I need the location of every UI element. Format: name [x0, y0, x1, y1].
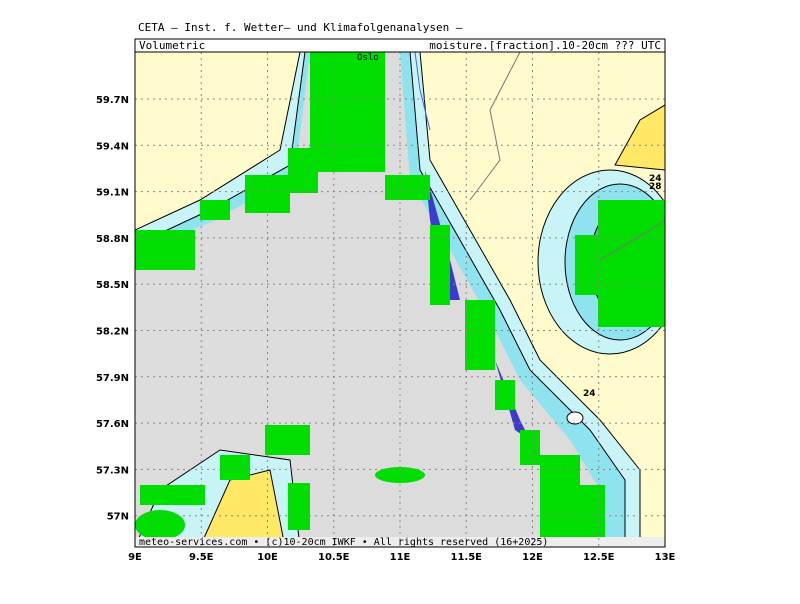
y-tick-label: 57.6N	[96, 419, 129, 430]
title: CETA — Inst. f. Wetter— und Klimafolgena…	[138, 21, 463, 34]
y-tick-label: 57N	[107, 512, 129, 523]
y-tick-label: 59.4N	[96, 141, 129, 152]
x-tick-label: 11E	[390, 552, 411, 563]
x-tick-label: 12E	[522, 552, 543, 563]
y-tick-label: 58.5N	[96, 280, 129, 291]
place-label: Oslo	[357, 53, 379, 63]
contour-label: 28	[649, 182, 662, 192]
y-tick-label: 59.7N	[96, 95, 129, 106]
contour-label: 24	[649, 174, 662, 184]
x-tick-label: 11.5E	[450, 552, 482, 563]
header-left: Volumetric	[139, 39, 205, 52]
map-frame	[134, 51, 666, 548]
y-tick-label: 58.2N	[96, 327, 129, 338]
y-tick-label: 58.8N	[96, 234, 129, 245]
grid	[135, 52, 665, 547]
y-tick-label: 57.3N	[96, 465, 129, 476]
map-area	[135, 52, 665, 547]
y-tick-label: 57.9N	[96, 373, 129, 384]
x-tick-label: 9.5E	[189, 552, 214, 563]
x-tick-label: 12.5E	[583, 552, 615, 563]
y-tick-label: 59.1N	[96, 188, 129, 199]
x-tick-label: 9E	[128, 552, 142, 563]
x-tick-label: 10E	[257, 552, 278, 563]
credit: meteo-services.com • (c)10-20cm IWKF • A…	[139, 537, 548, 548]
x-tick-label: 10.5E	[318, 552, 350, 563]
x-tick-label: 13E	[655, 552, 676, 563]
header-right: moisture.[fraction].10-20cm ??? UTC	[429, 39, 661, 52]
contour-label: 24	[583, 389, 596, 399]
